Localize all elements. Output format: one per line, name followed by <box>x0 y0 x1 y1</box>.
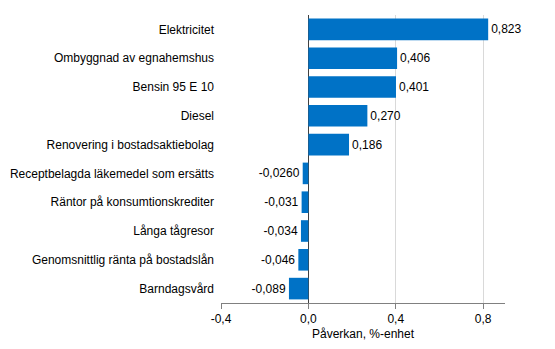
svg-text:-0,0260: -0,0260 <box>259 166 300 180</box>
svg-text:-0,031: -0,031 <box>264 195 298 209</box>
svg-text:0,4: 0,4 <box>387 312 404 326</box>
svg-text:-0,046: -0,046 <box>261 253 295 267</box>
svg-text:Bensin 95 E 10: Bensin 95 E 10 <box>133 80 215 94</box>
svg-text:Receptbelagda läkemedel som er: Receptbelagda läkemedel som ersätts <box>10 167 214 181</box>
svg-text:0,270: 0,270 <box>370 109 400 123</box>
svg-text:0,401: 0,401 <box>399 80 429 94</box>
svg-text:Ombyggnad av egnahemshus: Ombyggnad av egnahemshus <box>54 51 214 65</box>
svg-text:0,406: 0,406 <box>400 51 430 65</box>
svg-text:Räntor på konsumtionskrediter: Räntor på konsumtionskrediter <box>51 195 214 209</box>
svg-text:Genomsnittlig ränta på bostads: Genomsnittlig ränta på bostadslån <box>32 253 214 267</box>
svg-text:-0,4: -0,4 <box>211 312 232 326</box>
svg-text:0,823: 0,823 <box>491 22 521 36</box>
svg-text:Barndagsvård: Barndagsvård <box>139 282 214 296</box>
svg-text:0,186: 0,186 <box>352 138 382 152</box>
svg-text:-0,034: -0,034 <box>264 224 298 238</box>
svg-text:Elektricitet: Elektricitet <box>159 23 215 37</box>
svg-text:0,8: 0,8 <box>475 312 492 326</box>
svg-text:0,0: 0,0 <box>300 312 317 326</box>
svg-text:Långa tågresor: Långa tågresor <box>133 224 214 238</box>
svg-text:-0,089: -0,089 <box>252 282 286 296</box>
svg-text:Påverkan, %-enhet: Påverkan, %-enhet <box>312 327 415 341</box>
svg-text:Diesel: Diesel <box>181 109 214 123</box>
svg-text:Renovering i bostadsaktiebolag: Renovering i bostadsaktiebolag <box>47 138 214 152</box>
